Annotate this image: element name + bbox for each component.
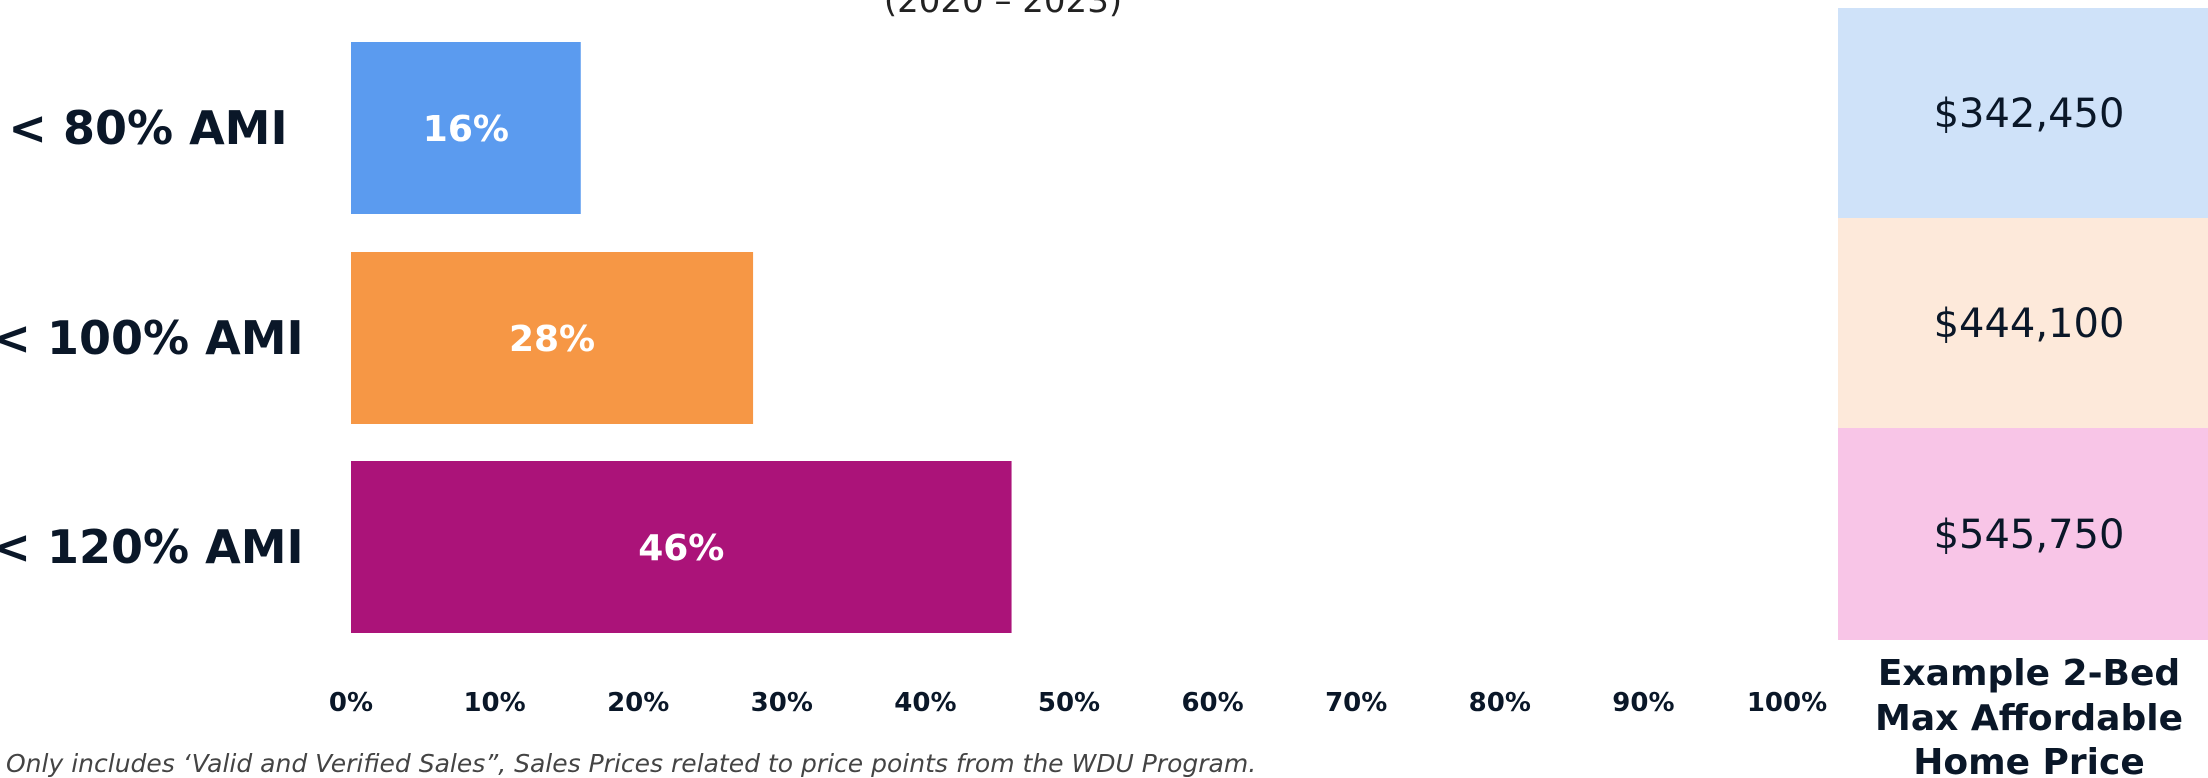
x-tick-label: 40% <box>894 688 956 718</box>
category-label: < 100% AMI <box>0 311 304 365</box>
category-labels: < 80% AMI < 100% AMI < 120% AMI <box>0 101 304 574</box>
bar-value-labels: 16% 28% 46% <box>423 109 725 569</box>
price-panel: $342,450 $444,100 $545,750 <box>1838 8 2208 640</box>
bar-value-label: 46% <box>638 528 724 569</box>
price-band <box>1838 428 2208 640</box>
price-panel-header-line: Home Price <box>1913 742 2145 778</box>
chart-subtitle: (2020 – 2023) <box>884 0 1122 21</box>
x-tick-label: 70% <box>1325 688 1387 718</box>
price-value: $444,100 <box>1934 301 2125 347</box>
price-band <box>1838 218 2208 428</box>
category-label: < 80% AMI <box>8 101 287 155</box>
bar <box>351 252 754 424</box>
x-tick-label: 30% <box>751 688 813 718</box>
x-tick-label: 20% <box>607 688 669 718</box>
category-label: < 120% AMI <box>0 520 304 574</box>
bar-value-label: 16% <box>423 109 509 150</box>
x-tick-label: 80% <box>1469 688 1531 718</box>
x-tick-label: 90% <box>1612 688 1674 718</box>
price-band <box>1838 8 2208 218</box>
bar <box>351 42 581 214</box>
x-axis-tick-labels: 0% 10% 20% 30% 40% 50% 60% 70% 80% 90% 100% <box>329 688 1827 718</box>
bar <box>351 461 1012 633</box>
bar-value-label: 28% <box>509 319 595 360</box>
x-tick-label: 50% <box>1038 688 1100 718</box>
footnote: Only includes ‘Valid and Verified Sales”… <box>6 749 1256 778</box>
bars <box>351 42 1012 633</box>
x-tick-label: 10% <box>463 688 525 718</box>
x-tick-label: 60% <box>1181 688 1243 718</box>
price-panel-header-line: Example 2-Bed <box>1878 653 2180 694</box>
x-tick-label: 100% <box>1747 688 1827 718</box>
price-panel-header-line: Max Affordable <box>1875 698 2183 739</box>
price-value: $545,750 <box>1934 512 2125 558</box>
price-value: $342,450 <box>1934 91 2125 137</box>
x-tick-label: 0% <box>329 688 373 718</box>
